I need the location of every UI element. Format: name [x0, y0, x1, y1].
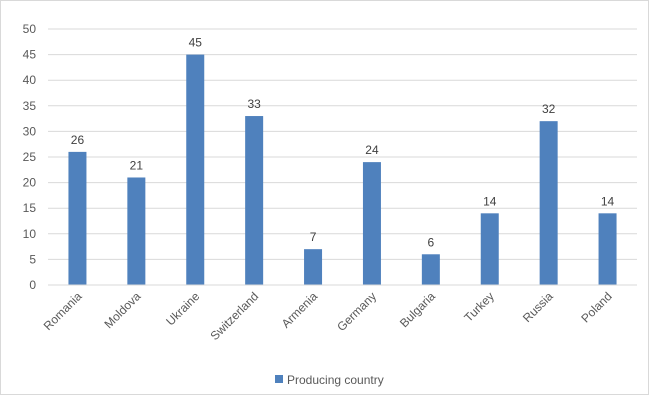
bar-switzerland	[245, 116, 264, 285]
data-label-poland: 14	[601, 194, 615, 208]
bar-poland	[598, 213, 617, 285]
y-tick-label: 25	[23, 150, 37, 164]
legend-swatch	[275, 375, 283, 383]
y-tick-label: 45	[23, 48, 37, 62]
data-label-armenia: 7	[310, 230, 317, 244]
data-label-turkey: 14	[483, 194, 497, 208]
y-tick-label: 5	[29, 252, 36, 266]
bar-armenia	[304, 249, 323, 285]
y-tick-label: 15	[23, 201, 37, 215]
y-tick-label: 50	[23, 22, 37, 36]
legend-label: Producing country	[287, 373, 384, 387]
data-label-bulgaria: 6	[428, 235, 435, 249]
bar-ukraine	[186, 54, 205, 285]
bars	[68, 54, 617, 285]
y-tick-label: 10	[23, 227, 37, 241]
x-category-label: Turkey	[461, 289, 497, 325]
x-axis-category-labels: Romania Moldova Ukraine Switzerland Armenia G…	[41, 289, 615, 343]
x-category-label: Bulgaria	[397, 289, 438, 330]
gridlines	[48, 28, 637, 260]
x-category-label: Russia	[520, 289, 556, 325]
x-category-label: Switzerland	[208, 289, 262, 343]
bar-germany	[362, 162, 381, 285]
x-category-label: Romania	[41, 289, 85, 333]
data-label-switzerland: 33	[247, 97, 261, 111]
x-category-label: Armenia	[279, 289, 321, 331]
y-axis-tick-labels: 0 5 10 15 20 25 30 35 40 45 50	[23, 22, 37, 292]
data-label-russia: 32	[542, 102, 556, 116]
bar-moldova	[127, 177, 146, 285]
y-tick-label: 20	[23, 176, 37, 190]
y-tick-label: 35	[23, 99, 37, 113]
data-label-ukraine: 45	[189, 36, 203, 50]
bar-turkey	[480, 213, 499, 285]
data-labels: 26 21 45 33 7 24 6 14 32 14	[71, 36, 615, 250]
data-label-germany: 24	[365, 143, 379, 157]
y-tick-label: 0	[29, 278, 36, 292]
y-tick-label: 40	[23, 73, 37, 87]
y-tick-label: 30	[23, 124, 37, 138]
legend: Producing country	[275, 373, 384, 387]
x-category-label: Moldova	[101, 289, 143, 331]
bar-russia	[539, 121, 558, 285]
x-category-label: Poland	[578, 289, 614, 325]
data-label-romania: 26	[71, 133, 85, 147]
bar-bulgaria	[421, 254, 440, 285]
data-label-moldova: 21	[130, 158, 144, 172]
x-category-label: Germany	[334, 289, 379, 334]
x-category-label: Ukraine	[163, 289, 202, 328]
bar-romania	[68, 151, 87, 285]
